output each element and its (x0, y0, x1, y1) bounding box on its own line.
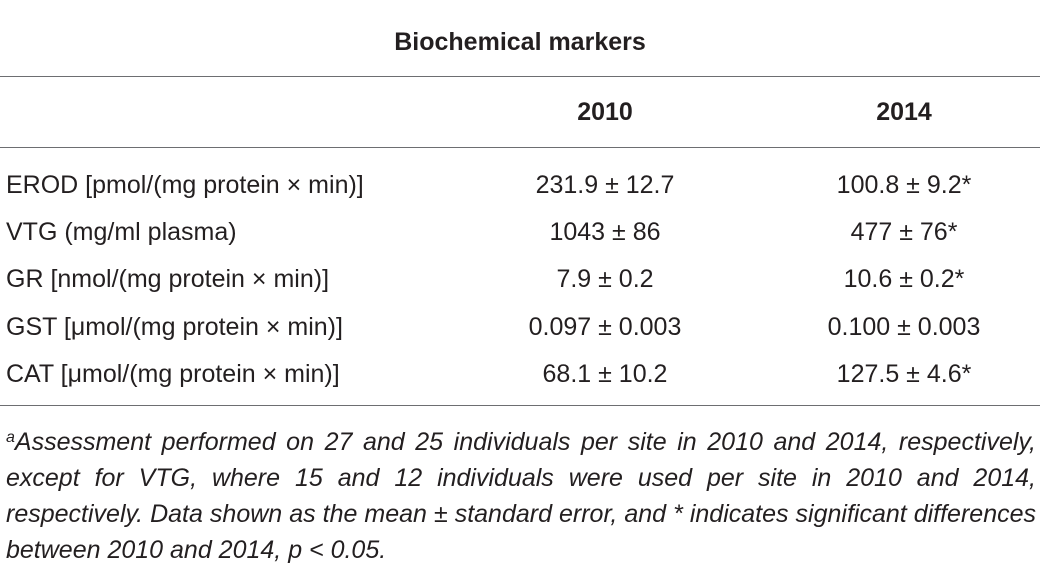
cell-2010: 7.9 ± 0.2 (556, 265, 654, 293)
table-row: VTG (mg/ml plasma) 1043 ± 86 477 ± 76* (0, 218, 1040, 265)
footnote-marker: a (6, 429, 15, 446)
cell-2010: 0.097 ± 0.003 (528, 313, 682, 341)
row-label: CAT [μmol/(mg protein × min)] (6, 360, 340, 388)
table-bottom-rule (0, 405, 1040, 406)
cell-2010: 1043 ± 86 (549, 218, 661, 246)
footnote-text: Assessment performed on 27 and 25 indivi… (6, 428, 1036, 564)
table-row: EROD [pmol/(mg protein × min)] 231.9 ± 1… (0, 171, 1040, 218)
cell-2010: 231.9 ± 12.7 (535, 171, 675, 199)
row-label: EROD [pmol/(mg protein × min)] (6, 171, 364, 199)
cell-2014: 10.6 ± 0.2* (843, 265, 965, 293)
table-row: GR [nmol/(mg protein × min)] 7.9 ± 0.2 1… (0, 265, 1040, 312)
cell-2010: 68.1 ± 10.2 (542, 360, 668, 388)
table-footnote: aAssessment performed on 27 and 25 indiv… (6, 420, 1036, 568)
cell-2014: 100.8 ± 9.2* (836, 171, 972, 199)
header-rule (0, 76, 1040, 77)
row-label: VTG (mg/ml plasma) (6, 218, 237, 246)
column-header-rule (0, 147, 1040, 148)
row-label: GST [μmol/(mg protein × min)] (6, 313, 343, 341)
cell-2014: 127.5 ± 4.6* (836, 360, 972, 388)
group-header: Biochemical markers (394, 28, 646, 56)
cell-2014: 0.100 ± 0.003 (827, 313, 981, 341)
row-label: GR [nmol/(mg protein × min)] (6, 265, 330, 293)
column-header-2010: 2010 (577, 98, 633, 126)
table-row: GST [μmol/(mg protein × min)] 0.097 ± 0.… (0, 313, 1040, 360)
cell-2014: 477 ± 76* (850, 218, 958, 246)
column-header-2014: 2014 (876, 98, 932, 126)
table-row: CAT [μmol/(mg protein × min)] 68.1 ± 10.… (0, 360, 1040, 407)
